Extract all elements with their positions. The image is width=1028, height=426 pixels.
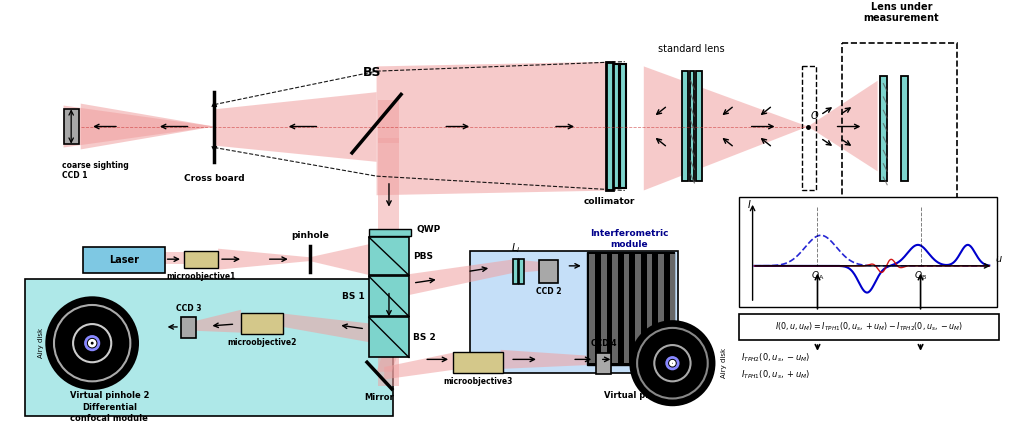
FancyBboxPatch shape bbox=[241, 313, 283, 334]
Polygon shape bbox=[218, 249, 309, 270]
FancyBboxPatch shape bbox=[519, 259, 523, 284]
FancyBboxPatch shape bbox=[658, 254, 664, 363]
FancyBboxPatch shape bbox=[184, 250, 218, 268]
FancyBboxPatch shape bbox=[682, 71, 688, 181]
FancyBboxPatch shape bbox=[647, 254, 653, 363]
FancyBboxPatch shape bbox=[624, 254, 629, 363]
Text: PBS: PBS bbox=[413, 252, 433, 261]
Text: standard lens: standard lens bbox=[658, 44, 725, 54]
Text: CCD 3: CCD 3 bbox=[176, 304, 201, 313]
FancyBboxPatch shape bbox=[82, 247, 164, 273]
FancyBboxPatch shape bbox=[369, 237, 409, 275]
FancyBboxPatch shape bbox=[605, 62, 614, 190]
Text: CCD 4: CCD 4 bbox=[591, 339, 617, 348]
Text: QWP: QWP bbox=[416, 225, 441, 234]
FancyBboxPatch shape bbox=[902, 76, 908, 181]
Polygon shape bbox=[283, 314, 374, 343]
Text: pinhole: pinhole bbox=[291, 231, 329, 240]
Polygon shape bbox=[376, 62, 615, 195]
FancyBboxPatch shape bbox=[64, 109, 79, 144]
FancyBboxPatch shape bbox=[378, 138, 400, 386]
Polygon shape bbox=[376, 357, 397, 372]
FancyBboxPatch shape bbox=[513, 259, 518, 284]
Text: microobjective3: microobjective3 bbox=[443, 377, 512, 386]
Text: Lens under
measurement: Lens under measurement bbox=[864, 2, 940, 23]
Text: BS: BS bbox=[363, 66, 381, 79]
Polygon shape bbox=[501, 350, 587, 369]
Text: Cross board: Cross board bbox=[184, 174, 245, 183]
Text: $O_\mathrm{B}$: $O_\mathrm{B}$ bbox=[914, 270, 927, 282]
Text: BS 2: BS 2 bbox=[413, 333, 436, 342]
FancyBboxPatch shape bbox=[26, 279, 393, 416]
FancyBboxPatch shape bbox=[600, 254, 607, 363]
FancyBboxPatch shape bbox=[620, 63, 626, 187]
Polygon shape bbox=[214, 92, 376, 162]
FancyBboxPatch shape bbox=[539, 260, 558, 283]
FancyBboxPatch shape bbox=[613, 254, 618, 363]
Text: Airy disk: Airy disk bbox=[721, 348, 727, 378]
Text: Airy disk: Airy disk bbox=[38, 328, 43, 358]
Text: microobjective2: microobjective2 bbox=[227, 338, 297, 347]
FancyBboxPatch shape bbox=[596, 353, 612, 374]
FancyBboxPatch shape bbox=[369, 317, 409, 357]
Polygon shape bbox=[194, 310, 241, 333]
Text: BS 1: BS 1 bbox=[342, 292, 365, 301]
FancyBboxPatch shape bbox=[669, 254, 675, 363]
Polygon shape bbox=[808, 81, 878, 171]
Text: coarse sighting
CCD 1: coarse sighting CCD 1 bbox=[62, 161, 128, 180]
FancyBboxPatch shape bbox=[453, 352, 503, 373]
FancyBboxPatch shape bbox=[739, 314, 999, 340]
Polygon shape bbox=[309, 243, 374, 276]
FancyBboxPatch shape bbox=[369, 229, 411, 236]
Text: Laser: Laser bbox=[109, 255, 139, 265]
FancyBboxPatch shape bbox=[880, 76, 887, 181]
Text: u: u bbox=[995, 254, 1001, 264]
Polygon shape bbox=[64, 106, 214, 147]
Text: $I_{TPH2}(0,u_s,-u_M)$: $I_{TPH2}(0,u_s,-u_M)$ bbox=[741, 351, 810, 364]
Text: CCD 2: CCD 2 bbox=[536, 287, 561, 296]
Text: Mirror: Mirror bbox=[365, 393, 395, 402]
Polygon shape bbox=[384, 353, 453, 380]
Text: Differential
confocal module: Differential confocal module bbox=[70, 403, 148, 423]
FancyBboxPatch shape bbox=[696, 71, 702, 181]
Text: O: O bbox=[811, 111, 818, 121]
FancyBboxPatch shape bbox=[690, 71, 694, 181]
Text: collimator: collimator bbox=[584, 197, 635, 206]
Text: $L_i$: $L_i$ bbox=[511, 242, 521, 255]
FancyBboxPatch shape bbox=[589, 254, 595, 363]
Circle shape bbox=[630, 321, 714, 405]
Polygon shape bbox=[164, 253, 184, 264]
FancyBboxPatch shape bbox=[635, 254, 640, 363]
Circle shape bbox=[46, 297, 138, 389]
Polygon shape bbox=[407, 259, 515, 296]
FancyBboxPatch shape bbox=[181, 317, 196, 338]
Text: $I_{TPH1}(0,u_s,+u_M)$: $I_{TPH1}(0,u_s,+u_M)$ bbox=[741, 368, 810, 381]
Polygon shape bbox=[520, 260, 553, 273]
FancyBboxPatch shape bbox=[739, 197, 997, 307]
FancyBboxPatch shape bbox=[369, 276, 409, 317]
FancyBboxPatch shape bbox=[587, 253, 674, 365]
Polygon shape bbox=[81, 104, 214, 150]
Text: Virtual pinhole 1: Virtual pinhole 1 bbox=[604, 391, 684, 400]
Text: $I(0,u,u_M)=I_{TPH1}(0,u_s,+u_M)-I_{TPH2}(0,u_s,-u_M)$: $I(0,u,u_M)=I_{TPH1}(0,u_s,+u_M)-I_{TPH2… bbox=[775, 321, 963, 333]
FancyBboxPatch shape bbox=[614, 63, 619, 187]
Text: Interferometric
module: Interferometric module bbox=[590, 229, 669, 249]
Polygon shape bbox=[644, 66, 808, 190]
Text: $O_\mathrm{A}$: $O_\mathrm{A}$ bbox=[811, 270, 824, 282]
FancyBboxPatch shape bbox=[470, 250, 678, 373]
Text: I: I bbox=[747, 200, 750, 210]
Text: Virtual pinhole 2: Virtual pinhole 2 bbox=[70, 391, 149, 400]
Polygon shape bbox=[378, 100, 400, 143]
Text: microobjective1: microobjective1 bbox=[167, 272, 235, 281]
